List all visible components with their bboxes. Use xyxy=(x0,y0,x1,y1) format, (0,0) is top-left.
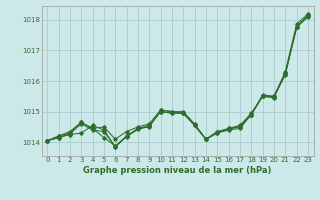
X-axis label: Graphe pression niveau de la mer (hPa): Graphe pression niveau de la mer (hPa) xyxy=(84,166,272,175)
